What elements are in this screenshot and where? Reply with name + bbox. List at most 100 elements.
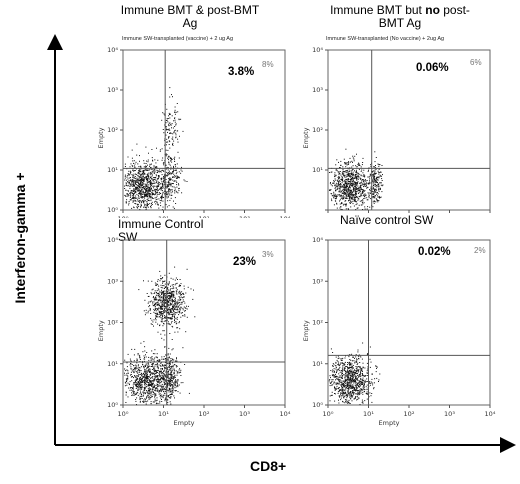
event-dot <box>144 375 146 377</box>
event-dot <box>162 191 164 193</box>
event-dot <box>360 375 362 377</box>
event-dot <box>134 375 135 377</box>
event-dot <box>337 376 339 378</box>
event-dot <box>146 188 148 190</box>
event-dot <box>162 315 164 317</box>
event-dot <box>156 186 158 187</box>
event-dot <box>342 366 344 368</box>
event-dot <box>169 164 171 166</box>
event-dot <box>127 194 129 196</box>
event-dot <box>170 370 172 372</box>
event-dot <box>360 170 362 172</box>
event-dot <box>345 203 347 205</box>
event-dot <box>360 184 362 186</box>
event-dot <box>356 366 358 368</box>
event-dot <box>337 180 339 182</box>
event-dot <box>150 195 152 197</box>
event-dot <box>182 347 184 349</box>
event-dot <box>352 391 354 393</box>
event-dot <box>139 384 141 386</box>
event-dot <box>159 291 161 293</box>
event-dot <box>346 179 348 181</box>
event-dot <box>171 384 173 386</box>
event-dot <box>176 316 178 318</box>
event-dot <box>366 393 368 395</box>
event-dot <box>339 203 341 205</box>
event-dot <box>143 401 145 403</box>
panel-2-percent: 0.06% <box>416 62 449 74</box>
event-dot <box>142 196 144 198</box>
event-dot <box>169 179 171 181</box>
event-dot <box>172 376 174 378</box>
event-dot <box>334 387 335 388</box>
event-dot <box>331 384 333 386</box>
event-dot <box>345 172 347 174</box>
event-dot <box>345 392 347 394</box>
event-dot <box>351 201 353 203</box>
event-dot <box>330 381 332 383</box>
event-dot <box>157 280 159 282</box>
event-dot <box>169 199 171 201</box>
event-dot <box>156 293 158 295</box>
event-dot <box>345 399 347 401</box>
event-dot <box>174 382 176 384</box>
event-dot <box>343 189 345 191</box>
event-dot <box>138 185 139 187</box>
event-dot <box>349 202 351 204</box>
event-dot <box>141 380 143 382</box>
event-dot <box>358 176 360 178</box>
event-dot <box>175 380 177 382</box>
event-dot <box>151 324 153 325</box>
event-dot <box>378 176 380 178</box>
event-dot <box>338 402 340 404</box>
event-dot <box>374 184 376 186</box>
event-dot <box>148 383 150 385</box>
event-dot <box>153 376 155 378</box>
event-dot <box>124 188 126 189</box>
event-dot <box>170 309 172 311</box>
event-dot <box>351 189 352 191</box>
event-dot <box>183 296 185 298</box>
event-dot <box>174 192 176 194</box>
event-dot <box>356 178 358 180</box>
x-tick-label: 10² <box>404 410 415 418</box>
event-dot <box>373 200 375 202</box>
event-dot <box>352 378 354 380</box>
event-dot <box>177 192 179 194</box>
event-dot <box>351 392 353 394</box>
event-dot <box>354 372 356 373</box>
event-dot <box>171 158 173 160</box>
event-dot <box>343 198 345 200</box>
event-dot <box>140 379 142 380</box>
event-dot <box>153 185 155 187</box>
event-dot <box>329 375 331 377</box>
event-dot <box>180 301 182 303</box>
event-dot <box>328 380 330 382</box>
event-dot <box>340 208 342 210</box>
event-dot <box>126 380 128 382</box>
event-dot <box>127 377 129 379</box>
event-dot <box>352 193 354 195</box>
event-dot <box>136 384 138 386</box>
event-dot <box>169 129 171 131</box>
event-dot <box>357 349 359 351</box>
event-dot <box>186 308 188 310</box>
event-dot <box>374 176 376 177</box>
event-dot <box>350 396 352 398</box>
event-dot <box>143 176 145 178</box>
event-dot <box>135 161 137 163</box>
event-dot <box>364 183 366 185</box>
event-dot <box>358 168 360 170</box>
event-dot <box>159 188 161 190</box>
event-dot <box>135 191 137 193</box>
event-dot <box>355 372 357 374</box>
event-dot <box>350 200 351 202</box>
event-dot <box>144 383 146 385</box>
event-dot <box>176 312 178 314</box>
event-dot <box>170 308 172 310</box>
event-dot <box>340 382 342 383</box>
event-dot <box>126 378 127 380</box>
event-dot <box>150 394 152 396</box>
event-dot <box>339 396 340 398</box>
event-dot <box>379 187 381 189</box>
